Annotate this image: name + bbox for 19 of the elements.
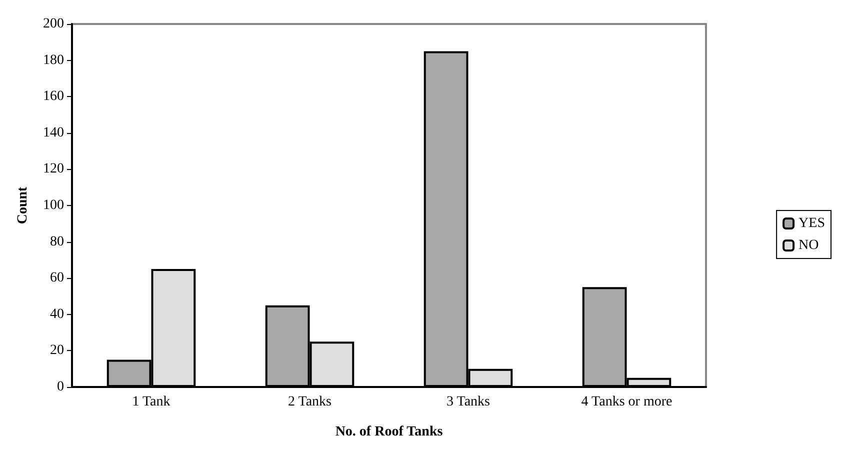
y-tick-label: 20 xyxy=(50,343,64,358)
y-axis-title: Count xyxy=(16,186,30,224)
y-tick-label: 40 xyxy=(50,306,64,322)
y-tick-label: 160 xyxy=(43,89,64,104)
legend-label: NO xyxy=(798,238,819,253)
y-tick-label: 80 xyxy=(50,234,64,250)
x-tick-label: 4 Tanks or more xyxy=(581,394,672,410)
y-tick-label: 180 xyxy=(43,52,64,68)
y-tick-label: 0 xyxy=(57,380,64,394)
x-tick-label: 2 Tanks xyxy=(288,394,332,410)
y-tick-label: 140 xyxy=(43,125,64,140)
legend-label: YES xyxy=(798,216,826,231)
x-tick-label: 3 Tanks xyxy=(446,394,490,410)
y-tick-label: 100 xyxy=(43,198,64,213)
y-tick-label: 120 xyxy=(43,162,64,177)
x-axis-title: No. of Roof Tanks xyxy=(335,424,444,440)
y-tick-label: 200 xyxy=(43,16,64,32)
y-tick-label: 60 xyxy=(50,270,64,286)
x-tick-label: 1 Tank xyxy=(132,394,170,410)
